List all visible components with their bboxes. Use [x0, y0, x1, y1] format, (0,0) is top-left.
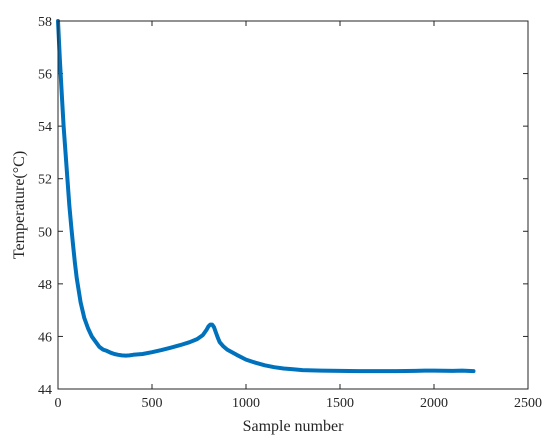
x-tick-label: 2500	[514, 396, 542, 411]
y-tick-label: 50	[38, 225, 52, 240]
x-tick-label: 1000	[232, 396, 260, 411]
x-tick-label: 2000	[420, 396, 448, 411]
axis-ticks: 0 500 1000 1500 2000 2500 44 46 48 50 52 54 56 58	[38, 15, 542, 411]
plot-series	[56, 19, 476, 374]
x-tick-label: 0	[55, 396, 62, 411]
y-tick-label: 44	[38, 383, 52, 398]
series-line-1	[56, 19, 476, 374]
x-tick-label: 500	[142, 396, 163, 411]
x-tick-label: 1500	[326, 396, 354, 411]
y-tick-label: 52	[38, 173, 52, 188]
x-axis-title: Sample number	[243, 418, 345, 435]
y-tick-label: 46	[38, 330, 52, 345]
y-tick-label: 56	[38, 68, 52, 83]
y-tick-label: 54	[38, 120, 52, 135]
y-tick-label: 58	[38, 15, 52, 30]
y-tick-label: 48	[38, 278, 52, 293]
y-axis-title: Temperature(°C)	[11, 151, 28, 259]
plot-frame	[57, 20, 529, 390]
